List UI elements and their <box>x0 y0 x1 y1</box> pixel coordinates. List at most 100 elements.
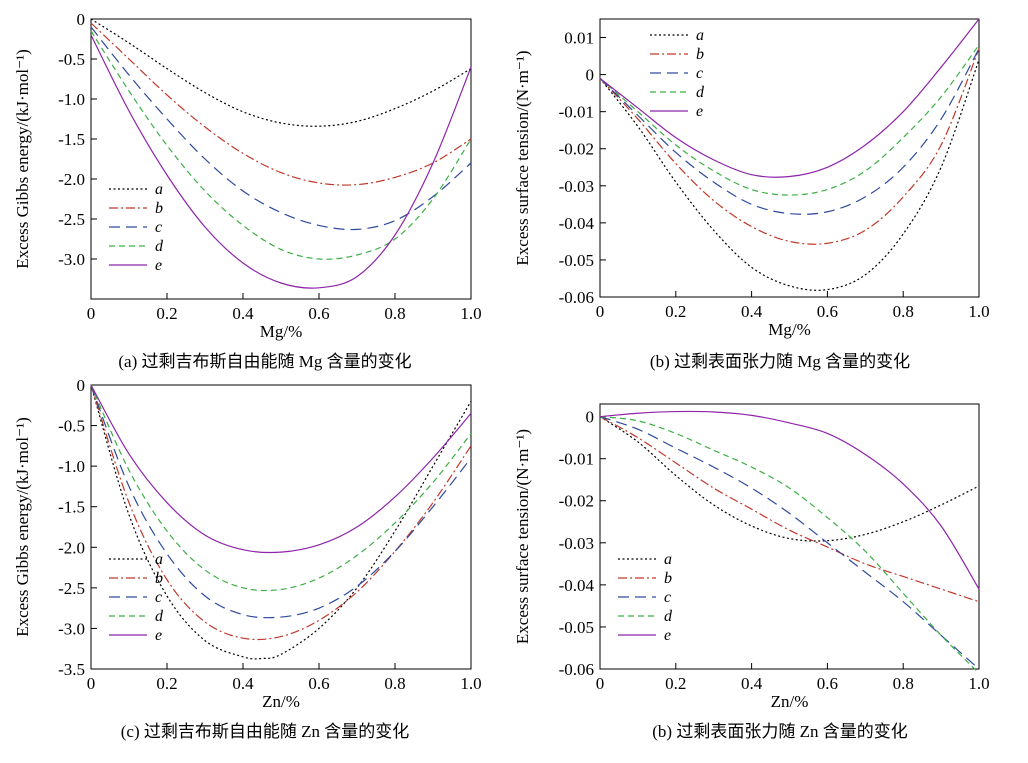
y-tick-label: -0.06 <box>559 660 594 679</box>
y-tick-label: -0.04 <box>559 214 595 233</box>
x-tick-label: 0.2 <box>665 302 686 321</box>
x-tick-label: 0.6 <box>308 304 329 323</box>
x-tick-label: 0.2 <box>156 304 177 323</box>
legend-label-c: c <box>696 65 703 82</box>
y-tick-label: -2.5 <box>58 579 85 598</box>
legend-label-b: b <box>155 570 163 587</box>
series-line-a <box>90 18 472 127</box>
y-tick-label: -1.0 <box>58 457 85 476</box>
panel-caption: (b) 过剩表面张力随 Mg 含量的变化 <box>650 352 910 371</box>
x-tick-label: 0.8 <box>384 304 405 323</box>
y-tick-label: 0 <box>586 66 595 85</box>
x-tick-label: 0.8 <box>893 302 914 321</box>
legend-label-a: a <box>664 551 672 568</box>
x-tick-label: 0.2 <box>665 674 686 693</box>
y-tick-label: -1.5 <box>58 498 85 517</box>
legend-label-e: e <box>155 627 162 644</box>
y-tick-label: 0 <box>77 376 86 395</box>
y-tick-label: -0.02 <box>559 492 594 511</box>
legend-label-c: c <box>664 589 671 606</box>
y-tick-label: -0.01 <box>559 450 594 469</box>
series-line-c <box>90 26 472 231</box>
x-tick-label: 1.0 <box>460 304 481 323</box>
y-tick-label: -2.0 <box>58 538 85 557</box>
legend-label-c: c <box>155 589 162 606</box>
series-line-e <box>90 384 472 554</box>
legend-label-b: b <box>664 570 672 587</box>
plot-frame <box>599 403 980 670</box>
series-line-e <box>90 34 472 289</box>
legend-label-b: b <box>696 46 704 63</box>
legend-label-b: b <box>155 200 163 217</box>
series-line-c <box>599 416 980 670</box>
series-line-a <box>90 384 472 660</box>
y-tick-label: -2.0 <box>58 170 85 189</box>
x-tick-label: 0.6 <box>308 674 329 693</box>
series-line-d <box>90 384 472 592</box>
legend-label-d: d <box>155 238 164 255</box>
y-tick-label: -0.03 <box>559 534 594 553</box>
y-tick-label: 0 <box>586 408 595 427</box>
y-tick-label: -0.5 <box>58 50 85 69</box>
y-tick-label: -0.02 <box>559 140 594 159</box>
series-line-b <box>90 384 472 641</box>
x-tick-label: 0.4 <box>232 674 254 693</box>
series-line-e <box>599 410 980 590</box>
y-tick-label: -0.06 <box>559 288 594 307</box>
x-tick-label: 0.8 <box>384 674 405 693</box>
chart-panel-4: 0 0.2 0.4 0.6 0.8 1.0 0 -0.01 -0.02 -0.03 -0.04 -0.… <box>513 403 990 741</box>
series-line-d <box>90 30 472 260</box>
y-axis-label: Excess Gibbs energy/(kJ·mol⁻¹) <box>13 49 32 269</box>
x-tick-label: 0.4 <box>741 302 763 321</box>
y-tick-label: -0.03 <box>559 177 594 196</box>
y-tick-label: -3.0 <box>58 250 85 269</box>
y-axis-label: Excess Gibbs energy/(kJ·mol⁻¹) <box>13 417 32 637</box>
x-tick-label: 0.8 <box>893 674 914 693</box>
chart-panel-3: 0 0.2 0.4 0.6 0.8 1.0 0 -0.5 -1.0 -1.5 -2.0 -2.5 -3.… <box>13 376 482 741</box>
series-line-b <box>599 48 980 245</box>
plot-frame <box>599 18 980 298</box>
panel-caption: (c) 过剩吉布斯自由能随 Zn 含量的变化 <box>121 722 410 741</box>
y-tick-label: -0.01 <box>559 103 594 122</box>
x-tick-label: 0.4 <box>232 304 254 323</box>
legend-label-a: a <box>696 27 704 44</box>
x-tick-label: 0.6 <box>817 302 838 321</box>
legend-label-c: c <box>155 219 162 236</box>
series-line-c <box>599 48 980 215</box>
x-tick-label: 0 <box>596 674 605 693</box>
series-line-d <box>599 416 980 674</box>
legend-label-e: e <box>664 627 671 644</box>
y-tick-label: 0 <box>77 10 86 29</box>
y-tick-label: -2.5 <box>58 210 85 229</box>
series-line-b <box>90 22 472 186</box>
chart-panel-2: 0 0.2 0.4 0.6 0.8 1.0 0.01 0 -0.01 -0.02 -0.03 -0.0… <box>513 18 990 371</box>
x-axis-label: Zn/% <box>771 692 809 711</box>
y-axis-label: Excess surface tension/(N·m⁻¹) <box>513 429 532 644</box>
y-tick-label: -1.5 <box>58 130 85 149</box>
series-line-c <box>90 384 472 619</box>
x-tick-label: 0.6 <box>817 674 838 693</box>
series-line-b <box>599 416 980 603</box>
x-axis-label: Mg/% <box>260 322 303 341</box>
y-tick-label: -0.05 <box>559 251 594 270</box>
legend-label-a: a <box>155 181 163 198</box>
legend-label-d: d <box>696 84 705 101</box>
plot-frame <box>90 18 472 300</box>
y-tick-label: -0.05 <box>559 618 594 637</box>
x-tick-label: 0 <box>87 674 96 693</box>
y-tick-label: -3.5 <box>58 660 85 679</box>
legend-label-e: e <box>155 257 162 274</box>
x-axis-label: Mg/% <box>768 320 811 339</box>
x-axis-label: Zn/% <box>262 692 300 711</box>
x-tick-label: 0 <box>87 304 96 323</box>
legend-label-d: d <box>155 608 164 625</box>
series-line-d <box>599 44 980 196</box>
x-tick-label: 0 <box>596 302 605 321</box>
x-tick-label: 1.0 <box>968 674 989 693</box>
